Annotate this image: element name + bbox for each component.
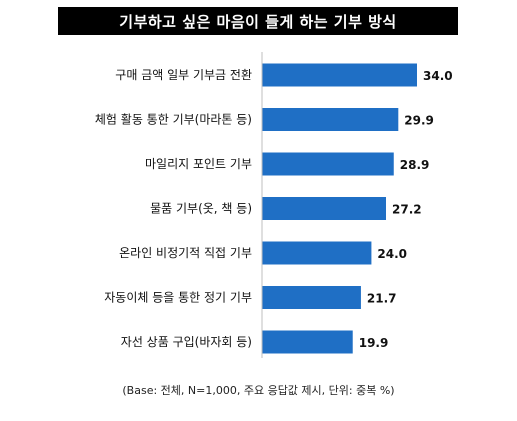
value-label: 34.0 — [423, 69, 453, 83]
category-label: 체험 활동 통한 기부(마라톤 등) — [95, 113, 252, 127]
bar — [262, 197, 386, 220]
bars-group: 구매 금액 일부 기부금 전환 34.0 체험 활동 통한 기부(마라톤 등) 29.… — [95, 63, 453, 354]
value-label: 24.0 — [377, 247, 407, 261]
category-label: 자선 상품 구입(바자회 등) — [121, 335, 252, 349]
bar — [262, 330, 353, 354]
bar — [262, 108, 399, 131]
category-label: 자동이체 등을 통한 정기 기부 — [104, 291, 252, 305]
value-label: 27.2 — [392, 203, 422, 217]
value-label: 29.9 — [404, 114, 434, 128]
category-label: 마일리지 포인트 기부 — [145, 157, 252, 171]
value-label: 19.9 — [359, 336, 389, 350]
value-label: 21.7 — [367, 292, 397, 306]
bar — [262, 63, 417, 87]
chart-title: 기부하고 싶은 마음이 들게 하는 기부 방식 — [119, 12, 397, 31]
bar — [262, 286, 361, 309]
category-label: 온라인 비정기적 직접 기부 — [119, 246, 252, 260]
chart-title-bar: 기부하고 싶은 마음이 들게 하는 기부 방식 — [58, 7, 458, 35]
bar — [262, 152, 394, 176]
value-label: 28.9 — [400, 158, 430, 172]
chart-footnote: (Base: 전체, N=1,000, 주요 응답값 제시, 단위: 중복 %) — [122, 384, 395, 397]
category-label: 물품 기부(옷, 책 등) — [150, 201, 252, 216]
category-label: 구매 금액 일부 기부금 전환 — [115, 68, 252, 82]
bar — [262, 241, 372, 265]
